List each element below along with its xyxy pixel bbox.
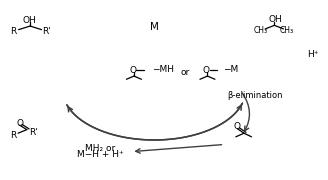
Text: OH: OH bbox=[268, 15, 282, 24]
Text: −M: −M bbox=[223, 66, 239, 75]
Text: MH₂ or: MH₂ or bbox=[85, 143, 115, 152]
Text: R': R' bbox=[29, 128, 38, 137]
Text: O: O bbox=[130, 66, 136, 75]
Text: O: O bbox=[203, 66, 210, 75]
Text: CH₃: CH₃ bbox=[253, 26, 267, 35]
Text: CH₃: CH₃ bbox=[279, 26, 294, 35]
Text: M: M bbox=[150, 22, 159, 32]
Text: O: O bbox=[234, 122, 241, 131]
Text: R: R bbox=[10, 130, 16, 140]
Text: OH: OH bbox=[23, 16, 36, 25]
Text: H⁺: H⁺ bbox=[307, 50, 318, 59]
Text: −MH: −MH bbox=[152, 66, 174, 75]
Text: R: R bbox=[10, 27, 16, 36]
Text: or: or bbox=[181, 68, 190, 77]
Text: β-elimination: β-elimination bbox=[228, 91, 283, 100]
Text: R': R' bbox=[42, 27, 51, 36]
Text: M−H + H⁺: M−H + H⁺ bbox=[77, 150, 124, 159]
Text: O: O bbox=[16, 119, 23, 128]
